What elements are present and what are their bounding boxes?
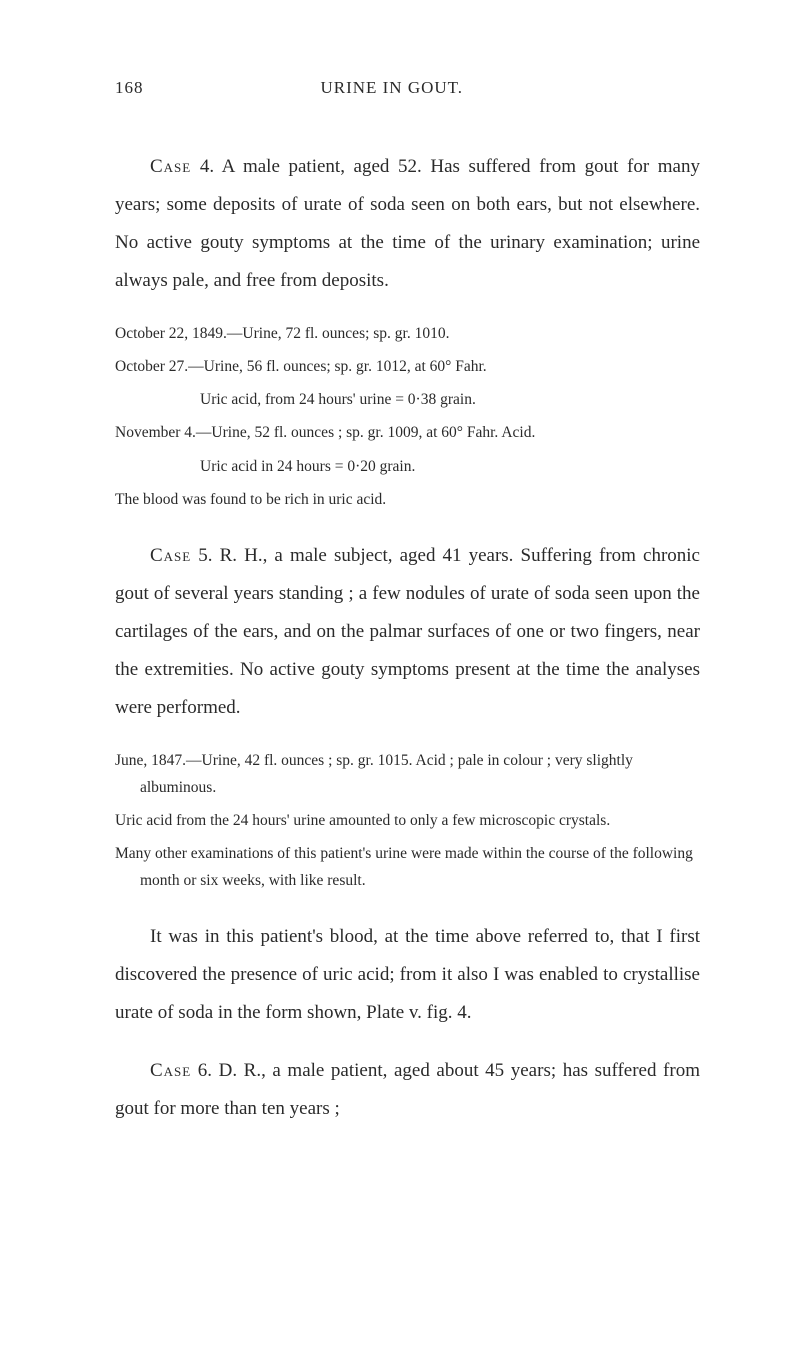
running-title: URINE IN GOUT.	[144, 78, 641, 98]
case-label: Case	[150, 156, 191, 177]
case6-intro: Case 6. D. R., a male patient, aged abou…	[115, 1052, 700, 1128]
case4-detail-oct27b: Uric acid, from 24 hours' urine = 0·38 g…	[200, 386, 700, 413]
case4-intro: Case 4. A male patient, aged 52. Has suf…	[115, 148, 700, 300]
case5-details: June, 1847.—Urine, 42 fl. ounces ; sp. g…	[115, 747, 700, 895]
case5-detail-many: Many other examinations of this patient'…	[140, 840, 700, 894]
case5-body: It was in this patient's blood, at the t…	[115, 918, 700, 1032]
case-label: Case	[150, 545, 191, 566]
case4-detail-nov4: November 4.—Urine, 52 fl. ounces ; sp. g…	[140, 419, 700, 446]
case4-detail-nov4b: Uric acid in 24 hours = 0·20 grain.	[200, 453, 700, 480]
case4-details: October 22, 1849.—Urine, 72 fl. ounces; …	[115, 320, 700, 513]
case5-detail-uric: Uric acid from the 24 hours' urine amoun…	[140, 807, 700, 834]
case5-intro: Case 5. R. H., a male subject, aged 41 y…	[115, 537, 700, 727]
case4-detail-oct22: October 22, 1849.—Urine, 72 fl. ounces; …	[140, 320, 700, 347]
case4-detail-blood: The blood was found to be rich in uric a…	[140, 486, 700, 513]
case5-detail-june: June, 1847.—Urine, 42 fl. ounces ; sp. g…	[140, 747, 700, 801]
case4-detail-oct27: October 27.—Urine, 56 fl. ounces; sp. gr…	[140, 353, 700, 380]
case-label: Case	[150, 1060, 191, 1081]
page-number: 168	[115, 78, 144, 98]
